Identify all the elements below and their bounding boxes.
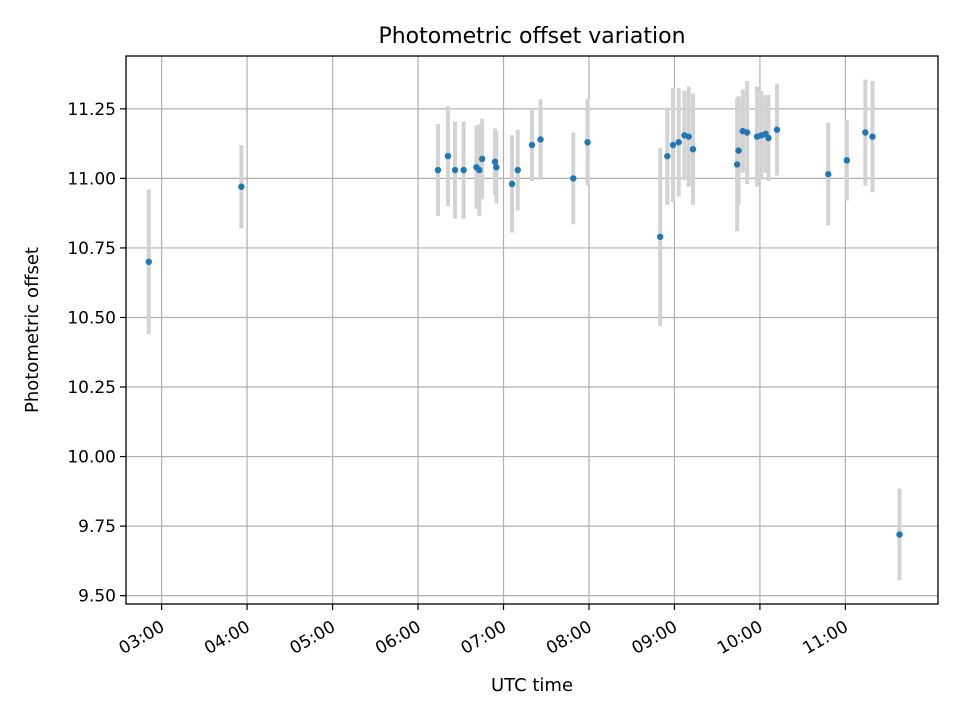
chart-title: Photometric offset variation — [378, 24, 685, 49]
y-tick-label: 10.00 — [67, 448, 116, 468]
x-tick-label: 11:00 — [799, 617, 851, 659]
y-tick-label: 10.50 — [67, 308, 116, 328]
data-point — [657, 233, 664, 241]
data-points — [145, 126, 903, 538]
error-bars — [146, 79, 902, 581]
data-point — [675, 139, 682, 146]
data-point — [451, 166, 459, 174]
data-point — [528, 141, 536, 149]
data-point — [735, 147, 742, 154]
x-tick-label: 04:00 — [201, 617, 253, 659]
plot-frame — [125, 55, 939, 605]
data-point — [238, 183, 245, 190]
y-tick-label: 11.25 — [67, 100, 116, 120]
data-point — [664, 152, 671, 160]
y-tick-label: 9.50 — [78, 587, 116, 607]
y-tick-label: 9.75 — [78, 517, 116, 537]
y-tick-label: 11.00 — [67, 169, 116, 189]
data-point — [862, 129, 869, 136]
y-axis-label: Photometric offset — [22, 247, 43, 413]
x-tick-label: 06:00 — [372, 617, 424, 659]
data-point — [145, 258, 152, 266]
data-point — [689, 145, 697, 153]
x-tick-label: 10:00 — [714, 617, 766, 659]
data-point — [537, 136, 544, 143]
y-axis-ticks: 9.50 9.75 10.00 10.25 10.50 10.75 11.00 11.25 — [67, 100, 126, 607]
x-axis-label: UTC time — [491, 675, 573, 696]
data-point — [765, 134, 772, 142]
data-point — [434, 166, 442, 174]
x-tick-label: 07:00 — [458, 617, 510, 659]
data-point — [773, 126, 781, 133]
data-point — [669, 141, 677, 149]
data-point — [478, 155, 486, 163]
data-point — [570, 175, 577, 182]
data-point — [460, 166, 467, 174]
x-axis-ticks: 03:00 04:00 05:00 06:00 07:00 08:00 09:00 10:00… — [116, 604, 852, 659]
data-point — [476, 166, 483, 174]
x-tick-label: 05:00 — [287, 617, 339, 659]
data-point — [493, 164, 500, 171]
x-tick-label: 08:00 — [543, 617, 595, 659]
data-point — [444, 152, 452, 160]
x-tick-label: 09:00 — [629, 617, 681, 659]
data-point — [733, 161, 741, 168]
data-point — [685, 133, 692, 140]
data-point — [508, 180, 516, 188]
y-tick-label: 10.75 — [67, 239, 116, 259]
y-tick-label: 10.25 — [67, 378, 116, 398]
data-point — [584, 139, 591, 146]
data-point — [743, 129, 751, 136]
x-tick-label: 03:00 — [116, 617, 168, 659]
data-point — [514, 166, 521, 174]
data-point — [896, 531, 903, 538]
data-point — [491, 158, 499, 165]
data-point — [843, 157, 851, 164]
data-point — [825, 171, 832, 178]
data-point — [869, 133, 876, 140]
